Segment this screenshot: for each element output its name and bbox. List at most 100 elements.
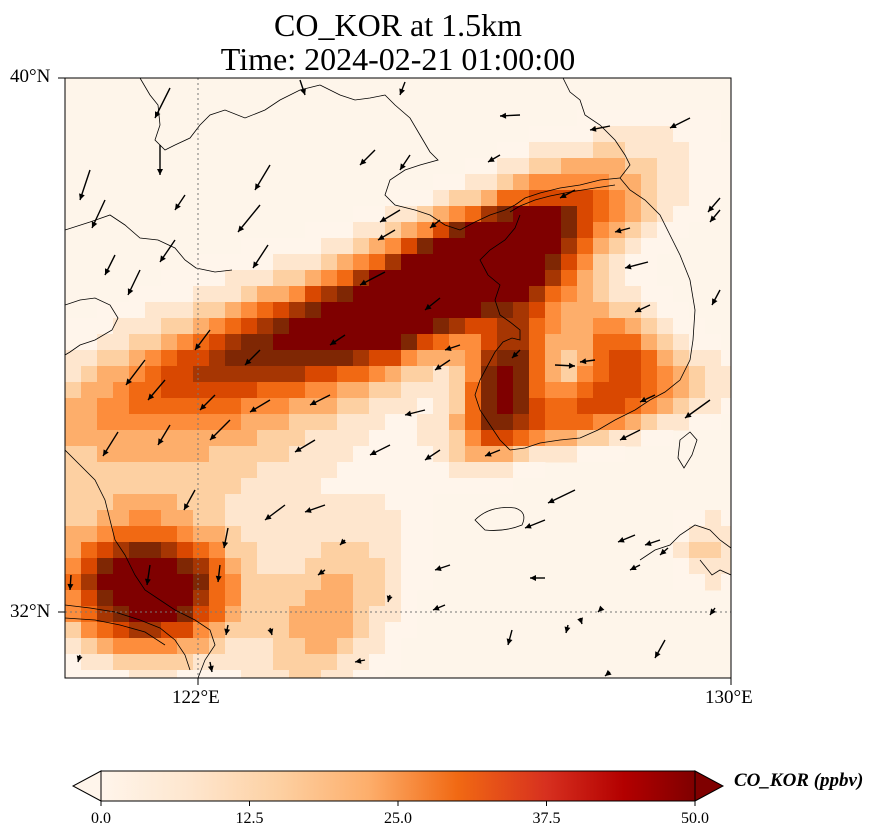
field-cell [721, 398, 731, 415]
colorbar [71, 770, 725, 806]
field-cell [241, 558, 258, 575]
field-cell [257, 286, 274, 303]
field-cell [513, 446, 530, 463]
field-cell [401, 382, 418, 399]
field-cell [321, 414, 338, 431]
colorbar-label: CO_KOR (ppbv) [734, 770, 864, 791]
field-cell [529, 222, 546, 239]
field-cell [721, 542, 731, 559]
field-cell [609, 158, 626, 175]
field-cell [609, 270, 626, 287]
field-cell [145, 494, 162, 511]
field-cell [113, 446, 130, 463]
field-cell [305, 670, 322, 678]
field-cell [193, 446, 210, 463]
field-cell [385, 382, 402, 399]
field-cell [321, 398, 338, 415]
field-cell [369, 286, 386, 303]
field-cell [353, 574, 370, 591]
field-cell [529, 126, 546, 143]
field-cell [177, 542, 194, 559]
field-cell [113, 366, 130, 383]
field-cell [609, 126, 626, 143]
field-cell [465, 222, 482, 239]
field-cell [177, 622, 194, 639]
field-cell [673, 398, 690, 415]
field-cell [593, 318, 610, 335]
wind-arrowhead [400, 163, 406, 170]
field-cell [673, 158, 690, 175]
field-cell [209, 622, 226, 639]
field-cell [225, 398, 242, 415]
field-cell [449, 334, 466, 351]
field-cell [385, 526, 402, 543]
field-cell [593, 302, 610, 319]
field-cell [113, 494, 130, 511]
field-cell [113, 462, 130, 479]
field-cell [641, 318, 658, 335]
field-cell [337, 318, 354, 335]
field-cell [657, 430, 674, 447]
wind-arrowhead [577, 617, 583, 624]
field-cell [545, 142, 562, 159]
field-cell [305, 302, 322, 319]
field-cell [449, 286, 466, 303]
field-cell [273, 334, 290, 351]
field-cell [161, 430, 178, 447]
field-cell [145, 302, 162, 319]
field-cell [497, 142, 514, 159]
field-cell [273, 398, 290, 415]
field-cell [417, 526, 434, 543]
field-cell [529, 350, 546, 367]
field-cell [305, 590, 322, 607]
field-cell [401, 254, 418, 271]
wind-arrowhead [378, 234, 385, 240]
field-cell [561, 446, 578, 463]
field-cell [705, 334, 722, 351]
colorbar-tick-3: 37.5 [532, 810, 561, 827]
lon-label-122E: 122°E [172, 687, 220, 708]
field-cell [529, 142, 546, 159]
field-cell [673, 382, 690, 399]
field-cell [513, 398, 530, 415]
field-cell [289, 654, 306, 671]
field-cell [433, 366, 450, 383]
field-cell [161, 350, 178, 367]
field-cell [625, 318, 642, 335]
field-cell [417, 414, 434, 431]
field-cell [417, 222, 434, 239]
wind-arrowhead [405, 410, 412, 417]
field-cell [689, 110, 706, 127]
wind-arrowhead [215, 575, 222, 582]
field-cell [641, 222, 658, 239]
field-cell [97, 398, 114, 415]
field-cell [417, 190, 434, 207]
field-cell [65, 446, 82, 463]
field-cell [257, 654, 274, 671]
field-cell [337, 414, 354, 431]
wind-arrowhead [340, 538, 347, 545]
field-cell [689, 382, 706, 399]
field-cell [305, 654, 322, 671]
field-cell [289, 510, 306, 527]
field-cell [289, 494, 306, 511]
field-cell [561, 430, 578, 447]
field-cell [225, 574, 242, 591]
field-cell [497, 238, 514, 255]
field-cell [689, 558, 706, 575]
wind-arrowhead [157, 169, 163, 175]
field-cell [321, 478, 338, 495]
field-cell [81, 414, 98, 431]
field-cell [353, 302, 370, 319]
field-cell [673, 542, 690, 559]
field-cell [497, 366, 514, 383]
field-cell [593, 190, 610, 207]
field-cell [97, 670, 114, 678]
field-cell [97, 414, 114, 431]
field-cell [417, 494, 434, 511]
field-cell [577, 334, 594, 351]
field-cell [273, 670, 290, 678]
field-cell [561, 350, 578, 367]
field-cell [513, 142, 530, 159]
field-cell [97, 462, 114, 479]
